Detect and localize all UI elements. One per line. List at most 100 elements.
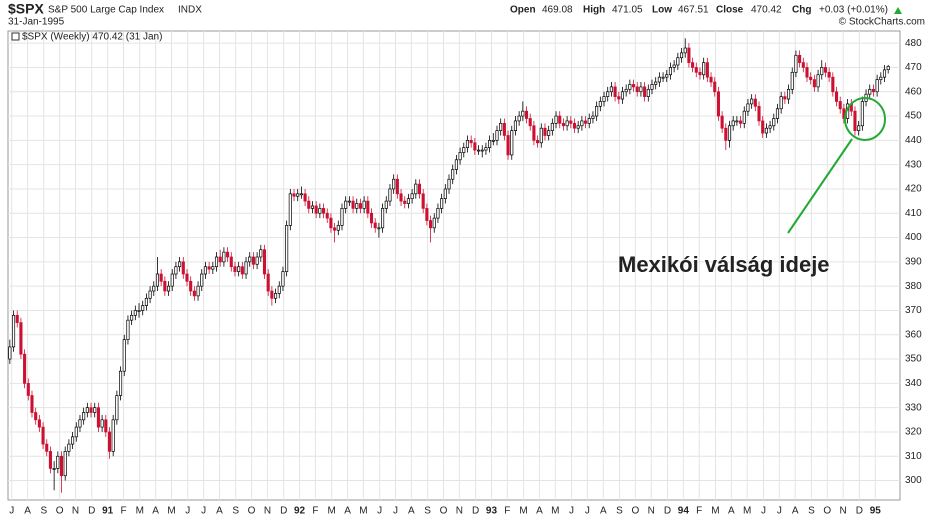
candle-body [159, 273, 163, 282]
candle-body [207, 266, 211, 270]
candle-body [281, 271, 285, 287]
candle-body [720, 115, 724, 129]
candle-body [458, 152, 462, 161]
x-tick-label: O [631, 506, 639, 517]
candle-body [772, 118, 776, 127]
x-tick-label: J [9, 506, 14, 517]
candle-body [547, 130, 551, 136]
x-tick-label: J [185, 506, 190, 517]
field-label: Close [716, 5, 744, 16]
candle-body [262, 249, 267, 275]
candle-body [679, 52, 684, 59]
candle-body [606, 91, 610, 97]
annotation: Mexikói válság ideje [618, 252, 830, 277]
plot-area [7, 30, 901, 501]
annotation-line [787, 138, 853, 234]
candle-body [82, 412, 86, 421]
candle-body [373, 222, 377, 229]
candle-body [543, 127, 547, 136]
candle-body [561, 122, 565, 127]
candle-body [310, 205, 315, 209]
x-tick-label: N [264, 506, 271, 517]
candle-body [687, 47, 691, 63]
candle-body [775, 108, 780, 119]
x-tick-label: M [743, 506, 751, 517]
x-tick-label: M [551, 506, 559, 517]
x-tick-label: S [232, 506, 239, 517]
candle-body [200, 273, 204, 287]
field-label: Low [652, 5, 672, 16]
x-tick-label: O [248, 506, 256, 517]
candle-body [93, 407, 97, 413]
candle-body [185, 273, 189, 282]
candle-body [425, 208, 429, 221]
x-tick-label: A [152, 506, 159, 517]
candle-body [37, 419, 41, 428]
x-tick-label: J [761, 506, 766, 517]
candle-body [739, 120, 743, 124]
candle-body [321, 208, 326, 214]
candle-body [196, 285, 200, 297]
candle-body [369, 212, 374, 224]
candle-body [473, 142, 477, 151]
x-tick-label: J [585, 506, 590, 517]
candle-body [318, 208, 322, 214]
open-value: 469.08 [542, 5, 573, 16]
candle-body [358, 203, 362, 209]
candle-body [52, 468, 56, 470]
candle-body [218, 256, 222, 263]
x-tick-label: J [377, 506, 382, 517]
candle-body [329, 217, 333, 229]
candle-body [823, 67, 828, 73]
candle-body [654, 81, 658, 85]
candle-body [499, 122, 503, 131]
x-tick-label: A [728, 506, 735, 517]
candle-body [665, 74, 669, 78]
x-tick-label: D [280, 506, 287, 517]
candle-body [226, 251, 230, 258]
y-tick-label: 430 [905, 159, 922, 170]
candle-body [222, 251, 226, 263]
candle-body [783, 96, 787, 100]
x-tick-label: F [120, 506, 126, 517]
candle-body [786, 88, 791, 100]
x-tick-label: 94 [678, 506, 690, 517]
x-tick-label: 91 [102, 506, 114, 517]
candle-body [750, 98, 754, 105]
candle-body [381, 208, 385, 229]
candle-body [244, 261, 248, 275]
candle-body [521, 110, 525, 117]
candle-body [465, 140, 470, 148]
candle-body [178, 261, 182, 268]
candle-body [661, 76, 665, 79]
candles [8, 38, 890, 493]
candle-body [406, 198, 410, 204]
candle-body [727, 125, 732, 141]
candle-body [214, 256, 219, 268]
candle-body [366, 200, 370, 214]
candle-body [753, 98, 757, 107]
x-tick-label: 93 [486, 506, 498, 517]
candle-body [270, 290, 274, 299]
candle-body [809, 76, 813, 80]
candle-body [857, 125, 861, 131]
candle-body [395, 178, 399, 195]
candle-body [292, 193, 296, 197]
candle-body [48, 451, 52, 469]
candle-body [484, 147, 488, 151]
candle-body [240, 266, 244, 275]
candle-body [189, 280, 193, 292]
candle-body [163, 280, 167, 292]
candle-body [41, 426, 45, 445]
y-tick-label: 380 [905, 281, 922, 292]
x-tick-label: M [327, 506, 335, 517]
candle-body [237, 266, 241, 272]
candle-body [115, 395, 119, 421]
candle-body [834, 91, 839, 102]
y-tick-label: 440 [905, 135, 922, 146]
candle-body [392, 178, 396, 190]
candle-body [274, 293, 278, 299]
date: 31-Jan-1995 [8, 17, 65, 28]
candle-body [698, 71, 702, 76]
